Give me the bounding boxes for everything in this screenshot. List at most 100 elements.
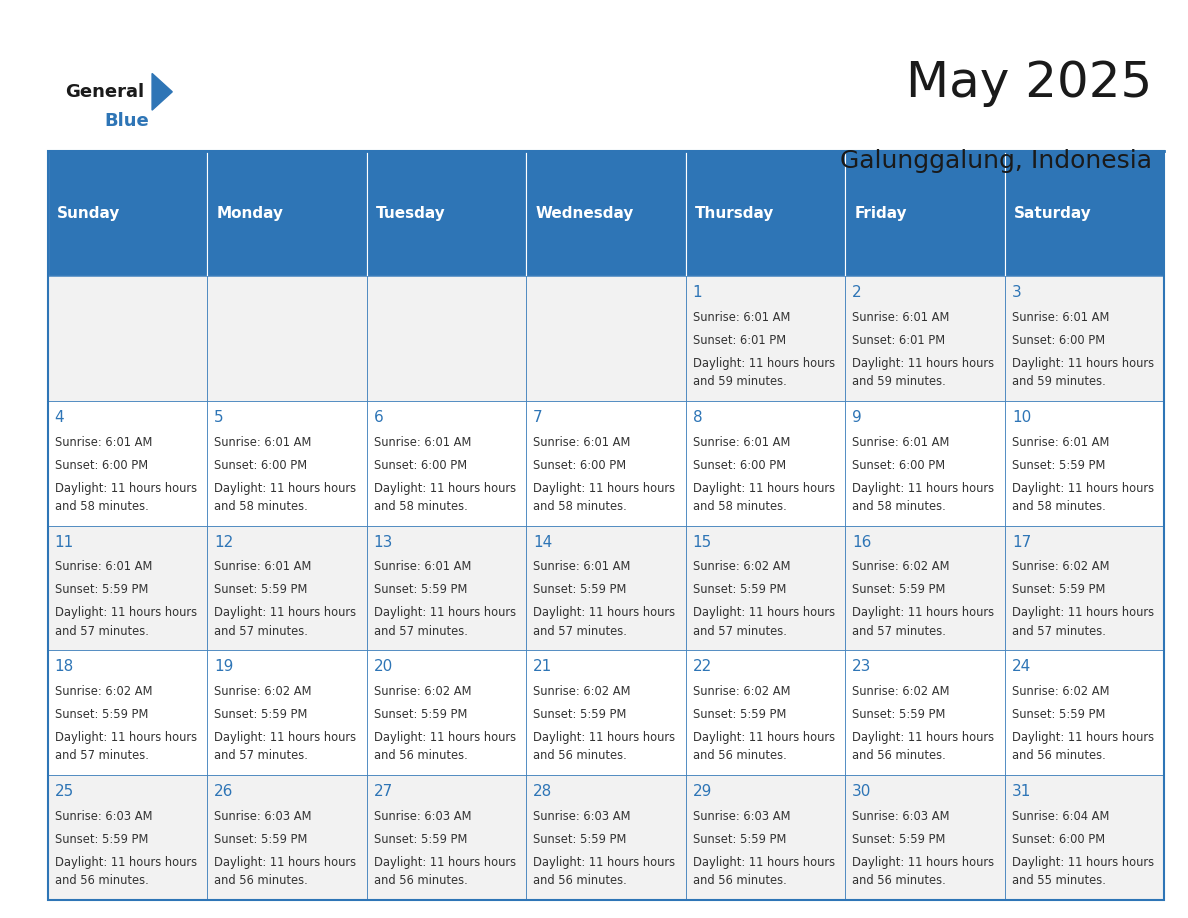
FancyBboxPatch shape: [685, 525, 845, 650]
Text: Blue: Blue: [105, 112, 150, 130]
Text: Sunrise: 6:01 AM: Sunrise: 6:01 AM: [214, 560, 311, 574]
FancyBboxPatch shape: [1005, 276, 1164, 401]
Text: and 58 minutes.: and 58 minutes.: [214, 500, 308, 513]
FancyBboxPatch shape: [1005, 525, 1164, 650]
Text: Daylight: 11 hours hours: Daylight: 11 hours hours: [1012, 731, 1154, 744]
Text: 21: 21: [533, 659, 552, 675]
Text: 13: 13: [374, 534, 393, 550]
FancyBboxPatch shape: [48, 525, 207, 650]
Text: Sunrise: 6:01 AM: Sunrise: 6:01 AM: [214, 436, 311, 449]
Text: 16: 16: [852, 534, 872, 550]
Text: Daylight: 11 hours hours: Daylight: 11 hours hours: [693, 482, 835, 495]
Text: 9: 9: [852, 410, 862, 425]
Text: Thursday: Thursday: [695, 207, 775, 221]
Text: Saturday: Saturday: [1015, 207, 1092, 221]
FancyBboxPatch shape: [685, 650, 845, 775]
Text: Sunrise: 6:02 AM: Sunrise: 6:02 AM: [533, 685, 631, 698]
Text: and 58 minutes.: and 58 minutes.: [852, 500, 946, 513]
Text: and 57 minutes.: and 57 minutes.: [852, 624, 946, 638]
Text: Sunset: 5:59 PM: Sunset: 5:59 PM: [1012, 708, 1105, 721]
Text: and 58 minutes.: and 58 minutes.: [533, 500, 627, 513]
Text: and 58 minutes.: and 58 minutes.: [55, 500, 148, 513]
Text: Sunset: 5:59 PM: Sunset: 5:59 PM: [374, 584, 467, 597]
Text: Daylight: 11 hours hours: Daylight: 11 hours hours: [1012, 606, 1154, 620]
Text: 19: 19: [214, 659, 234, 675]
Text: and 56 minutes.: and 56 minutes.: [374, 749, 467, 762]
Text: Daylight: 11 hours hours: Daylight: 11 hours hours: [693, 606, 835, 620]
FancyBboxPatch shape: [526, 401, 685, 525]
Text: Sunset: 6:00 PM: Sunset: 6:00 PM: [693, 459, 786, 472]
Text: Tuesday: Tuesday: [377, 207, 446, 221]
Text: Sunset: 5:59 PM: Sunset: 5:59 PM: [214, 584, 308, 597]
Text: Sunrise: 6:02 AM: Sunrise: 6:02 AM: [693, 560, 790, 574]
Text: Sunrise: 6:01 AM: Sunrise: 6:01 AM: [693, 436, 790, 449]
Text: Sunset: 5:59 PM: Sunset: 5:59 PM: [693, 833, 786, 845]
Text: 15: 15: [693, 534, 712, 550]
Text: Sunset: 6:00 PM: Sunset: 6:00 PM: [1012, 334, 1105, 347]
Text: Sunset: 5:59 PM: Sunset: 5:59 PM: [852, 584, 946, 597]
FancyBboxPatch shape: [207, 276, 367, 401]
Text: Sunrise: 6:01 AM: Sunrise: 6:01 AM: [55, 560, 152, 574]
Text: 6: 6: [374, 410, 384, 425]
Text: and 56 minutes.: and 56 minutes.: [693, 749, 786, 762]
Text: 28: 28: [533, 784, 552, 800]
Text: Sunrise: 6:02 AM: Sunrise: 6:02 AM: [1012, 685, 1110, 698]
Text: Sunset: 5:59 PM: Sunset: 5:59 PM: [693, 584, 786, 597]
Text: Sunrise: 6:01 AM: Sunrise: 6:01 AM: [1012, 311, 1110, 324]
FancyBboxPatch shape: [526, 775, 685, 900]
Text: and 56 minutes.: and 56 minutes.: [214, 874, 308, 887]
Text: Sunset: 5:59 PM: Sunset: 5:59 PM: [1012, 459, 1105, 472]
Text: 5: 5: [214, 410, 223, 425]
Text: Daylight: 11 hours hours: Daylight: 11 hours hours: [55, 606, 197, 620]
FancyBboxPatch shape: [845, 525, 1005, 650]
Text: Galunggalung, Indonesia: Galunggalung, Indonesia: [840, 149, 1152, 173]
Text: and 57 minutes.: and 57 minutes.: [374, 624, 468, 638]
Text: Sunset: 6:00 PM: Sunset: 6:00 PM: [533, 459, 626, 472]
Text: Daylight: 11 hours hours: Daylight: 11 hours hours: [852, 731, 994, 744]
Text: Sunrise: 6:02 AM: Sunrise: 6:02 AM: [852, 685, 949, 698]
Text: Daylight: 11 hours hours: Daylight: 11 hours hours: [693, 731, 835, 744]
Text: Sunrise: 6:02 AM: Sunrise: 6:02 AM: [852, 560, 949, 574]
Text: 26: 26: [214, 784, 234, 800]
FancyBboxPatch shape: [1005, 151, 1164, 276]
FancyBboxPatch shape: [48, 276, 207, 401]
Text: Sunset: 5:59 PM: Sunset: 5:59 PM: [214, 708, 308, 721]
Text: and 57 minutes.: and 57 minutes.: [1012, 624, 1106, 638]
FancyBboxPatch shape: [685, 151, 845, 276]
Text: and 57 minutes.: and 57 minutes.: [533, 624, 627, 638]
Text: Daylight: 11 hours hours: Daylight: 11 hours hours: [852, 606, 994, 620]
Text: Sunday: Sunday: [57, 207, 120, 221]
Text: Sunrise: 6:03 AM: Sunrise: 6:03 AM: [214, 810, 311, 823]
Text: Sunset: 5:59 PM: Sunset: 5:59 PM: [214, 833, 308, 845]
Text: Sunset: 6:00 PM: Sunset: 6:00 PM: [374, 459, 467, 472]
Text: and 56 minutes.: and 56 minutes.: [533, 874, 627, 887]
Text: Daylight: 11 hours hours: Daylight: 11 hours hours: [1012, 856, 1154, 868]
Text: Daylight: 11 hours hours: Daylight: 11 hours hours: [533, 606, 675, 620]
Text: 12: 12: [214, 534, 233, 550]
Text: Sunrise: 6:03 AM: Sunrise: 6:03 AM: [374, 810, 472, 823]
Text: Sunset: 5:59 PM: Sunset: 5:59 PM: [374, 708, 467, 721]
FancyBboxPatch shape: [367, 401, 526, 525]
Text: 18: 18: [55, 659, 74, 675]
Text: Sunset: 5:59 PM: Sunset: 5:59 PM: [374, 833, 467, 845]
Text: and 59 minutes.: and 59 minutes.: [1012, 375, 1106, 388]
FancyBboxPatch shape: [845, 151, 1005, 276]
Text: 27: 27: [374, 784, 393, 800]
Text: 10: 10: [1012, 410, 1031, 425]
Text: Sunset: 5:59 PM: Sunset: 5:59 PM: [852, 833, 946, 845]
Polygon shape: [152, 73, 172, 110]
Text: Daylight: 11 hours hours: Daylight: 11 hours hours: [693, 856, 835, 868]
Text: and 56 minutes.: and 56 minutes.: [55, 874, 148, 887]
Text: Sunrise: 6:02 AM: Sunrise: 6:02 AM: [1012, 560, 1110, 574]
FancyBboxPatch shape: [845, 775, 1005, 900]
Text: Daylight: 11 hours hours: Daylight: 11 hours hours: [55, 856, 197, 868]
Text: Sunrise: 6:02 AM: Sunrise: 6:02 AM: [693, 685, 790, 698]
FancyBboxPatch shape: [526, 525, 685, 650]
Text: and 56 minutes.: and 56 minutes.: [533, 749, 627, 762]
Text: Sunset: 6:00 PM: Sunset: 6:00 PM: [55, 459, 147, 472]
FancyBboxPatch shape: [845, 401, 1005, 525]
FancyBboxPatch shape: [367, 525, 526, 650]
Text: and 57 minutes.: and 57 minutes.: [693, 624, 786, 638]
Text: and 57 minutes.: and 57 minutes.: [55, 624, 148, 638]
Text: Daylight: 11 hours hours: Daylight: 11 hours hours: [214, 606, 356, 620]
